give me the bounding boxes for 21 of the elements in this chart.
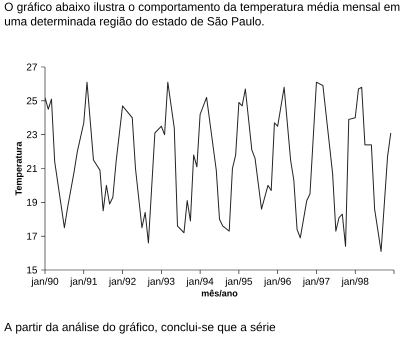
x-tick-label: jan/96: [264, 278, 291, 287]
text: A partir da análise do gráfico, conclui-se que a série: [4, 322, 276, 334]
y-tick-label: 21: [26, 165, 37, 172]
x-tick-label: jan/98: [341, 278, 368, 287]
y-tick-label: 19: [27, 198, 38, 206]
y-tick-label: 17: [27, 232, 37, 240]
x-tick-label: jan/95: [225, 278, 252, 287]
x-tick-label: jan/93: [147, 278, 175, 287]
x-tick-label: jan/90: [31, 278, 58, 287]
y-tick-label: 25: [26, 97, 38, 104]
y-tick-label: 23: [26, 131, 38, 138]
y-tick-label: 27: [26, 64, 37, 70]
y-axis-title: Temperatura: [15, 142, 24, 196]
x-tick-label: jan/94: [186, 278, 214, 287]
x-tick-label: jan/91: [70, 278, 97, 287]
x-axis-title: mês/ano: [202, 290, 238, 297]
x-tick-label: jan/97: [302, 278, 330, 287]
x-tick-label: jan/92: [108, 278, 136, 287]
chart-title: O gráfico abaixo ilustra o comportamento da temperatura média mensal em uma determinada região do estado de São Paulo.: [4, 2, 400, 28]
line-series: [45, 82, 392, 252]
y-tick-label: 15: [27, 266, 38, 274]
